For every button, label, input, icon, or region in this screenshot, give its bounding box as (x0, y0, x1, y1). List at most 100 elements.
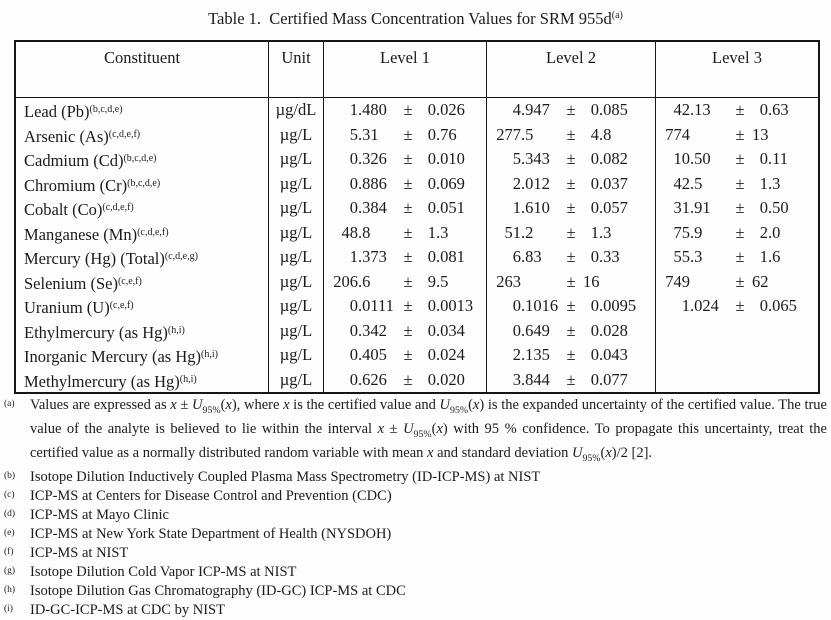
plus-minus: ± (403, 173, 413, 193)
constituent-name: Manganese (Mn) (24, 224, 138, 244)
constituent-footnote-marks: (b,c,d,e) (89, 104, 123, 115)
plus-minus: ± (566, 247, 576, 266)
footnote-label: (i) (4, 603, 13, 614)
constituent-footnote-marks: (c,d,e,g) (164, 251, 198, 262)
value-int: 51 (504, 222, 522, 242)
value-int: 4 (512, 100, 521, 119)
uncertainty-int: 13 (752, 124, 769, 144)
plus-minus: ± (403, 247, 413, 266)
value-int: 1 (349, 247, 358, 266)
value-frac: .1016 (521, 296, 559, 315)
level-cell: 2.135 ±0.043 (486, 343, 655, 370)
constituent-cell: Selenium (Se)(c,e,f) (16, 270, 268, 297)
table-row: Cadmium (Cd)(b,c,d,e) µg/L 0.326 ±0.010 5… (16, 147, 818, 174)
plus-minus: ± (566, 296, 576, 315)
value-int: 774 (665, 124, 690, 144)
value-frac: .2 (521, 222, 534, 242)
level-cell: 2.012 ±0.037 (486, 171, 655, 198)
uncertainty-frac: .0013 (436, 296, 474, 315)
value-frac (690, 343, 728, 370)
constituent-name: Inorganic Mercury (as Hg) (24, 347, 202, 366)
table-header-row: Constituent Unit Level 1 Level 2 Level 3 (16, 42, 818, 98)
value-frac: .405 (358, 345, 387, 364)
plus-minus: ± (403, 271, 413, 291)
uncertainty-frac: .043 (599, 345, 628, 364)
uncertainty-int: 0 (427, 100, 436, 119)
plus-minus: ± (566, 369, 576, 389)
table-row: Mercury (Hg) (Total)(c,d,e,g) µg/L 1.373… (16, 245, 818, 272)
level-cell: 0.384 ±0.051 (323, 196, 486, 223)
value-int: 0 (349, 369, 358, 389)
footnote-text: Values are expressed as x ± U95%(x), whe… (30, 397, 827, 464)
value-int: 31 (673, 198, 691, 217)
constituent-footnote-marks: (h,i) (167, 324, 185, 336)
value-int: 0 (349, 296, 358, 315)
table-row: Cobalt (Co)(c,d,e,f) µg/L 0.384 ±0.051 1.… (16, 196, 818, 223)
table-row: Inorganic Mercury (as Hg)(h,i) µg/L 0 .40… (16, 343, 818, 370)
value-int: 0 (349, 149, 358, 168)
value-int: 48 (341, 222, 359, 242)
constituent-name: Uranium (U) (24, 298, 110, 317)
constituent-cell: Inorganic Mercury (as Hg)(h,i) (16, 343, 268, 370)
unit-value: µg/L (268, 147, 323, 174)
footnote: (c) ICP-MS at Centers for Disease Control… (3, 487, 827, 506)
constituent-name: Chromium (Cr) (24, 175, 128, 195)
value-frac: .024 (690, 296, 719, 315)
unit-value: µg/L (268, 343, 323, 370)
value-int: 5 (349, 124, 358, 144)
value-frac: .83 (521, 247, 542, 266)
footnote-label: (h) (4, 584, 16, 595)
plus-minus: ± (735, 271, 745, 291)
uncertainty-int: 0 (590, 173, 599, 193)
footnotes: (a) Values are expressed as x ± U95%(x), … (3, 396, 827, 620)
uncertainty-frac: .024 (436, 345, 465, 364)
level-cell: 0.1016 ±0.0095 (486, 294, 655, 321)
level-cell: 1.024 ±0.065 (655, 294, 818, 321)
value-int: 2 (512, 173, 521, 193)
uncertainty-frac (768, 319, 818, 346)
value-int: 1 (512, 198, 521, 217)
plus-minus: ± (403, 149, 413, 168)
footnote-label: (c) (4, 489, 15, 500)
constituent-footnote-marks: (h,i) (201, 349, 218, 360)
footnote: (f) ICP-MS at NIST (3, 544, 827, 563)
uncertainty-int: 0 (427, 345, 436, 364)
constituent-cell: Mercury (Hg) (Total)(c,d,e,g) (16, 245, 268, 272)
constituent-cell: Ethylmercury (as Hg)(h,i) (16, 319, 268, 346)
uncertainty-int: 1 (759, 173, 768, 193)
value-frac: .626 (358, 369, 387, 389)
level-cell: 0.886 ±0.069 (323, 171, 486, 198)
uncertainty-frac: .33 (599, 247, 620, 266)
constituent-footnote-marks: (c,d,e,f) (137, 226, 169, 238)
constituent-name: Arsenic (As) (24, 126, 109, 146)
uncertainty-int: 0 (590, 296, 599, 315)
uncertainty-frac: .8 (599, 124, 612, 144)
uncertainty-frac (768, 343, 818, 370)
uncertainty-frac: .028 (599, 320, 628, 340)
constituent-name: Lead (Pb) (24, 102, 90, 121)
footnote: (a) Values are expressed as x ± U95%(x), … (3, 396, 827, 468)
uncertainty-frac: .065 (768, 296, 797, 315)
value-frac (690, 123, 728, 150)
level-cell: 0.405 ±0.024 (323, 343, 486, 370)
unit-value: µg/L (268, 245, 323, 272)
plus-minus: ± (403, 296, 413, 315)
level-cell: 263 ±16 (486, 269, 655, 296)
value-frac: .13 (690, 100, 711, 119)
footnote: (d) ICP-MS at Mayo Clinic (3, 506, 827, 525)
value-frac: .480 (358, 100, 387, 119)
level-cell: 4.947 ±0.085 (486, 98, 655, 125)
footnote-text: Isotope Dilution Inductively Coupled Pla… (30, 468, 541, 485)
uncertainty-int: 62 (752, 271, 769, 291)
uncertainty-frac: .0 (768, 222, 781, 242)
value-frac: .9 (690, 222, 703, 242)
table-row: Ethylmercury (as Hg)(h,i) µg/L 0.342 ±0.0… (16, 318, 818, 346)
certified-values-table: Constituent Unit Level 1 Level 2 Level 3… (14, 40, 820, 394)
uncertainty-frac: .76 (436, 124, 457, 144)
plus-minus (728, 368, 752, 395)
level-cell: 5.31 ±0.76 (323, 122, 486, 149)
footnote: (e) ICP-MS at New York State Department o… (3, 525, 827, 544)
uncertainty-int (752, 343, 768, 370)
table-row: Chromium (Cr)(b,c,d,e) µg/L 0.886 ±0.069 … (16, 171, 818, 198)
value-int: 0 (349, 320, 358, 340)
